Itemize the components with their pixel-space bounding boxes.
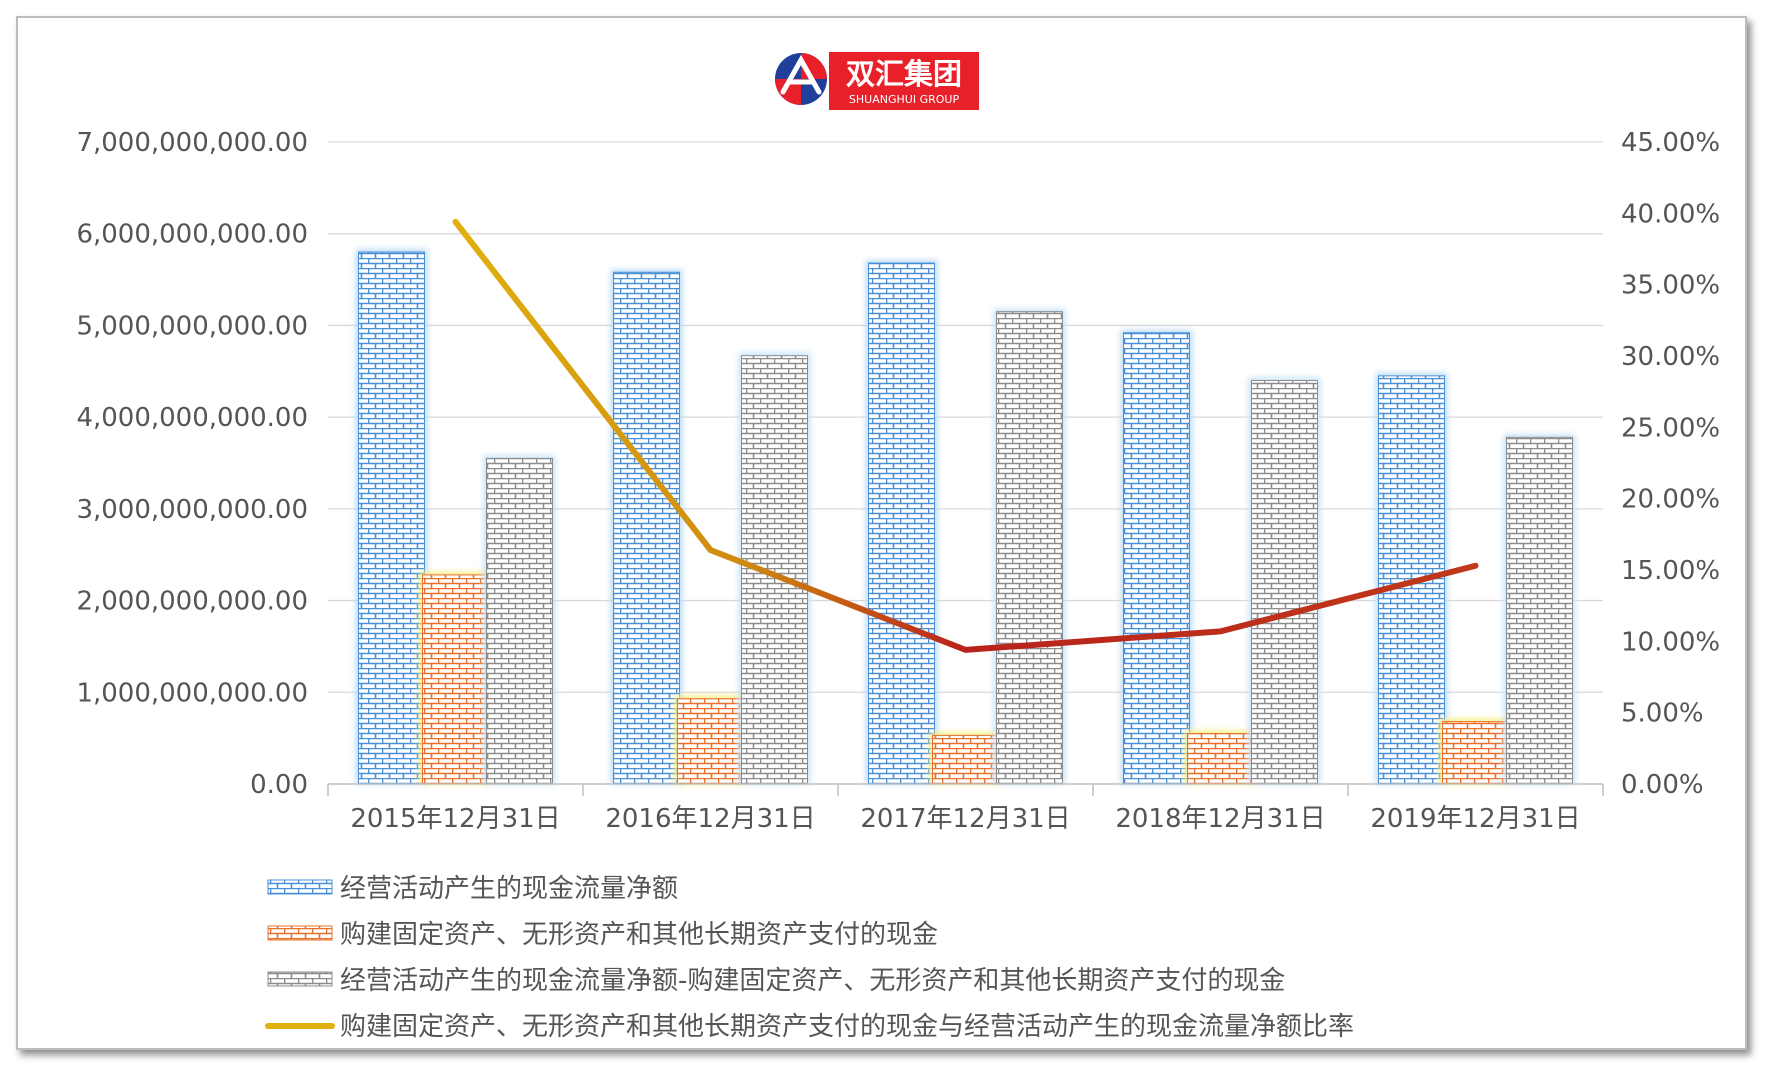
legend-label: 购建固定资产、无形资产和其他长期资产支付的现金	[340, 920, 938, 950]
y-axis-left: 0.00 1,000,000,000.00 2,000,000,000.00 3,00…	[76, 128, 308, 800]
shuanghui-logo: 双汇集团 SHUANGHUI GROUP	[775, 52, 979, 110]
bars	[355, 249, 1576, 785]
y-right-tick-label: 20.00%	[1621, 485, 1720, 515]
x-tick-label: 2016年12月31日	[605, 804, 815, 834]
y-right-tick-label: 45.00%	[1621, 128, 1720, 158]
y-right-tick-label: 30.00%	[1621, 342, 1720, 372]
bar	[1506, 436, 1573, 785]
chart: 双汇集团 SHUANGHUI GROUP 0.00 1,000,000,000.0…	[76, 52, 1720, 1042]
y-left-tick-label: 4,000,000,000.00	[76, 403, 308, 433]
y-left-tick-label: 2,000,000,000.00	[76, 587, 308, 617]
y-left-tick-label: 0.00	[250, 770, 308, 800]
logo-text-en: SHUANGHUI GROUP	[849, 93, 960, 106]
legend: 经营活动产生的现金流量净额购建固定资产、无形资产和其他长期资产支付的现金经营活动…	[265, 874, 1354, 1042]
y-right-tick-label: 35.00%	[1621, 271, 1720, 301]
legend-label: 经营活动产生的现金流量净额	[340, 874, 678, 904]
y-left-tick-label: 5,000,000,000.00	[76, 311, 308, 341]
y-left-tick-label: 1,000,000,000.00	[76, 678, 308, 708]
y-left-tick-label: 7,000,000,000.00	[76, 128, 308, 158]
chart-frame: 双汇集团 SHUANGHUI GROUP 0.00 1,000,000,000.0…	[16, 16, 1747, 1050]
y-right-tick-label: 25.00%	[1621, 413, 1720, 443]
y-right-tick-label: 5.00%	[1621, 699, 1704, 729]
bar	[932, 734, 999, 785]
bar	[422, 574, 489, 785]
y-axis-right: 0.00% 5.00% 10.00% 15.00% 20.00% 25.00% 30.00%…	[1621, 128, 1720, 800]
legend-swatch	[267, 925, 333, 941]
x-tick-label: 2018年12月31日	[1115, 804, 1325, 834]
legend-item: 经营活动产生的现金流量净额-购建固定资产、无形资产和其他长期资产支付的现金	[267, 966, 1285, 996]
legend-item: 购建固定资产、无形资产和其他长期资产支付的现金与经营活动产生的现金流量净额比率	[265, 1012, 1354, 1042]
legend-swatch	[267, 879, 333, 895]
y-left-tick-label: 6,000,000,000.00	[76, 220, 308, 250]
x-tick-label: 2015年12月31日	[350, 804, 560, 834]
bar	[1442, 721, 1509, 785]
ratio-line-path	[452, 218, 1479, 653]
legend-label: 购建固定资产、无形资产和其他长期资产支付的现金与经营活动产生的现金流量净额比率	[340, 1012, 1354, 1042]
legend-item: 经营活动产生的现金流量净额	[267, 874, 678, 904]
logo-text-cn: 双汇集团	[846, 57, 962, 91]
bar	[996, 311, 1063, 785]
y-right-tick-label: 15.00%	[1621, 556, 1720, 586]
legend-swatch	[267, 971, 333, 987]
bar	[868, 262, 935, 785]
x-tick-label: 2019年12月31日	[1370, 804, 1580, 834]
bar	[677, 698, 744, 785]
legend-label: 经营活动产生的现金流量净额-购建固定资产、无形资产和其他长期资产支付的现金	[340, 966, 1285, 996]
bar	[358, 251, 425, 785]
bar	[1187, 733, 1254, 785]
ratio-line	[452, 218, 1479, 653]
y-left-tick-label: 3,000,000,000.00	[76, 495, 308, 525]
y-right-tick-label: 40.00%	[1621, 199, 1720, 229]
x-tick-label: 2017年12月31日	[860, 804, 1070, 834]
bar	[486, 457, 553, 785]
legend-item: 购建固定资产、无形资产和其他长期资产支付的现金	[267, 920, 938, 950]
y-right-tick-label: 10.00%	[1621, 627, 1720, 657]
bar	[613, 271, 680, 785]
bar	[741, 355, 808, 785]
x-axis: 2015年12月31日 2016年12月31日 2017年12月31日 2018年12…	[327, 783, 1604, 834]
y-right-tick-label: 0.00%	[1621, 770, 1704, 800]
bar	[1251, 379, 1318, 785]
logo-plate	[829, 52, 979, 110]
bar	[1123, 332, 1190, 785]
